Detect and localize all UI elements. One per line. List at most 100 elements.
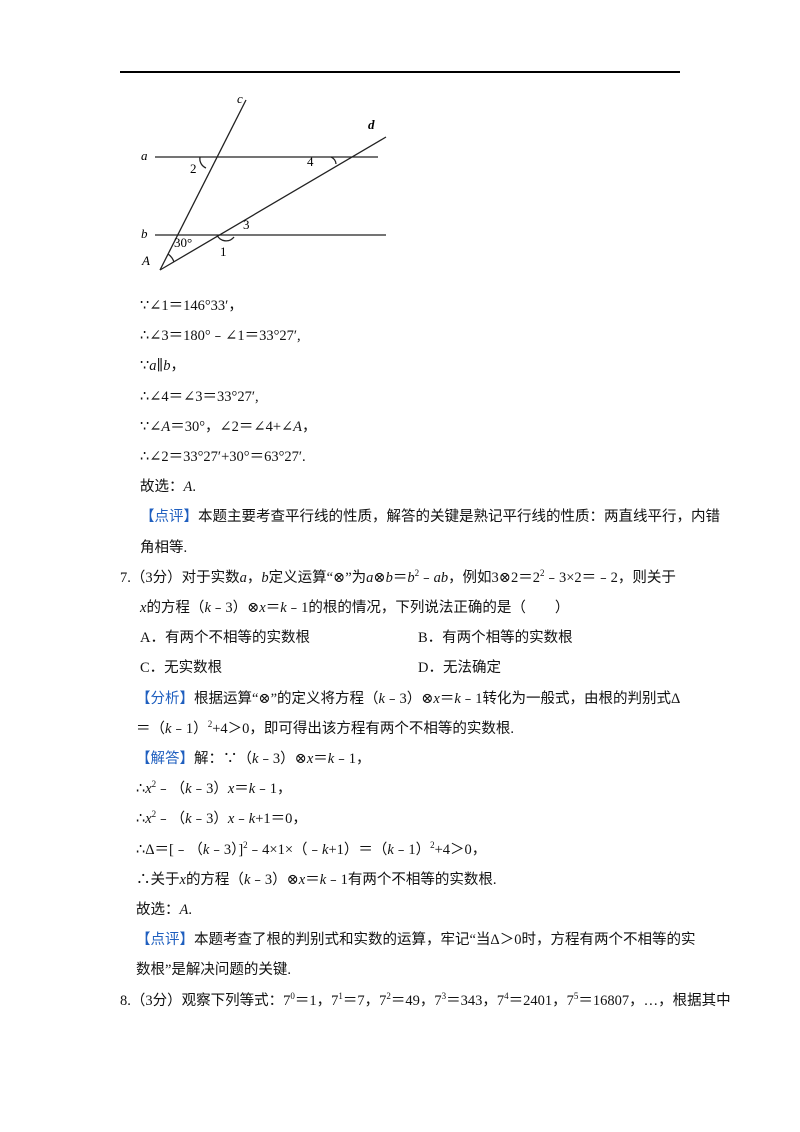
option: B．有两个相等的实数根 bbox=[418, 630, 573, 647]
text: ∴关于 bbox=[136, 871, 180, 888]
text: 解：∵（ bbox=[194, 751, 252, 767]
text: ﹣（ bbox=[156, 811, 186, 828]
variable: x bbox=[227, 781, 235, 798]
variable: x bbox=[140, 600, 147, 616]
variable: k bbox=[248, 811, 256, 828]
variable: b bbox=[385, 569, 393, 586]
exponent: 2 bbox=[414, 567, 420, 578]
text: ＝ bbox=[313, 751, 328, 767]
exponent: 0 bbox=[290, 990, 295, 1001]
text: ﹣1， bbox=[334, 751, 371, 767]
text-line: 故选：A. bbox=[140, 477, 196, 497]
text: 定义运算“⊗”为 bbox=[268, 569, 367, 586]
variable: ab bbox=[433, 569, 449, 586]
exponent: 4 bbox=[504, 990, 509, 1001]
text-line: 8.（3分）观察下列等式：70＝1，71＝7，72＝49，73＝343，74＝2… bbox=[120, 991, 731, 1011]
text: +4＞0， bbox=[434, 841, 487, 858]
variable: x bbox=[179, 871, 186, 888]
label-3: 3 bbox=[243, 217, 250, 232]
text: ∴ bbox=[136, 781, 146, 798]
text-line: 【解答】解：∵（k﹣3）⊗x＝k﹣1， bbox=[136, 749, 370, 769]
text: ， bbox=[170, 358, 185, 375]
text: 数根”是解决问题的关键. bbox=[136, 962, 292, 979]
text: ＝（ bbox=[136, 720, 165, 737]
text-line: x的方程（k﹣3）⊗x＝k﹣1的根的情况，下列说法正确的是（ ） bbox=[140, 598, 569, 618]
text: . bbox=[188, 902, 192, 918]
variable: k bbox=[319, 871, 327, 888]
figure: c d a b 2 4 3 1 30° A bbox=[141, 91, 387, 271]
variable: x bbox=[227, 811, 235, 828]
variable: k bbox=[322, 841, 329, 858]
text: ﹣3）⊗ bbox=[210, 600, 260, 616]
text: ∴Δ＝[﹣（ bbox=[136, 841, 203, 858]
text: ＝49，7 bbox=[390, 992, 442, 1009]
variable: k bbox=[185, 781, 192, 798]
text: ，例如3⊗2＝2 bbox=[448, 569, 540, 586]
variable: a bbox=[366, 569, 374, 586]
text: ﹣1的根的情况，下列说法正确的是（ ） bbox=[286, 600, 570, 616]
text: ﹣4×1×（﹣ bbox=[247, 841, 323, 858]
exponent: 5 bbox=[573, 990, 579, 1001]
variable: k bbox=[387, 841, 394, 858]
text: ＝ bbox=[265, 600, 281, 616]
text-line: ∵a∥b， bbox=[140, 356, 185, 376]
text: ﹣（ bbox=[156, 781, 186, 798]
variable: x bbox=[145, 811, 152, 828]
text: ＝30°，∠2＝∠4+∠ bbox=[170, 418, 294, 435]
option: A．有两个不相等的实数根 bbox=[140, 630, 310, 647]
text: ∴∠3＝180°﹣∠1＝33°27′, bbox=[140, 328, 301, 345]
header-rule bbox=[120, 71, 680, 73]
text: ＝343，7 bbox=[446, 992, 505, 1009]
text: . bbox=[192, 479, 196, 496]
text: ＝ bbox=[234, 781, 249, 798]
variable: A bbox=[161, 418, 171, 435]
variable: A bbox=[293, 418, 303, 435]
text-line: 【分析】根据运算“⊗”的定义将方程（k﹣3）⊗x＝k﹣1转化为一般式，由根的判别… bbox=[136, 689, 680, 709]
text: ﹣3）⊗ bbox=[250, 871, 299, 888]
variable: x bbox=[145, 781, 152, 798]
text: +4＞0，即可得出该方程有两个不相等的实数根. bbox=[212, 720, 514, 737]
text: ﹣1转化为一般式，由根的判别式Δ bbox=[460, 690, 681, 707]
label-4: 4 bbox=[307, 154, 314, 169]
variable: a bbox=[149, 358, 157, 375]
text: 8.（3分）观察下列等式：7 bbox=[120, 992, 291, 1009]
variable: x bbox=[306, 751, 314, 767]
text-line: 数根”是解决问题的关键. bbox=[136, 960, 291, 980]
text: 根据运算“⊗”的定义将方程（ bbox=[194, 690, 379, 707]
text-line: 故选：A. bbox=[136, 900, 192, 920]
text: ﹣3）] bbox=[209, 841, 244, 858]
text-line: ∴∠4＝∠3＝33°27′, bbox=[140, 387, 259, 407]
text: 本题主要考查平行线的性质，解答的关键是熟记平行线的性质：两直线平行，内错 bbox=[198, 509, 720, 526]
text: ＝ bbox=[439, 690, 455, 707]
text-line: 【点评】本题主要考查平行线的性质，解答的关键是熟记平行线的性质：两直线平行，内错 bbox=[140, 507, 720, 527]
text: ﹣3） bbox=[191, 811, 228, 828]
variable: k bbox=[252, 751, 259, 767]
text: 角相等. bbox=[140, 539, 188, 556]
option: D．无法确定 bbox=[418, 660, 501, 677]
variable: a bbox=[239, 569, 247, 586]
text: ∴∠2＝33°27′+30°＝63°27′. bbox=[140, 449, 306, 465]
text: ﹣1有两个不相等的实数根. bbox=[326, 871, 497, 888]
variable: A bbox=[183, 479, 193, 496]
label-a: a bbox=[141, 148, 148, 163]
text: ， bbox=[302, 418, 317, 435]
text: ， bbox=[246, 569, 262, 586]
section-tag: 【解答】 bbox=[136, 751, 194, 767]
label-angle: 30° bbox=[174, 235, 192, 250]
exponent: 1 bbox=[338, 990, 343, 1001]
text: ﹣1， bbox=[255, 781, 292, 798]
text: +1＝0， bbox=[255, 811, 307, 828]
label-d: d bbox=[368, 117, 375, 132]
text-line: ∵∠A＝30°，∠2＝∠4+∠A， bbox=[140, 417, 317, 437]
text: 的方程（ bbox=[146, 600, 205, 616]
variable: k bbox=[248, 781, 256, 798]
text-line: ∴∠3＝180°﹣∠1＝33°27′, bbox=[140, 326, 301, 346]
variable: k bbox=[378, 690, 385, 707]
text: ＝1，7 bbox=[294, 992, 339, 1009]
variable: k bbox=[454, 690, 461, 707]
text: ∴∠4＝∠3＝33°27′, bbox=[140, 388, 259, 405]
text: ＝ bbox=[392, 569, 408, 586]
text-line: 【点评】本题考查了根的判别式和实数的运算，牢记“当Δ＞0时，方程有两个不相等的实 bbox=[136, 930, 696, 950]
exponent: 3 bbox=[441, 990, 447, 1001]
